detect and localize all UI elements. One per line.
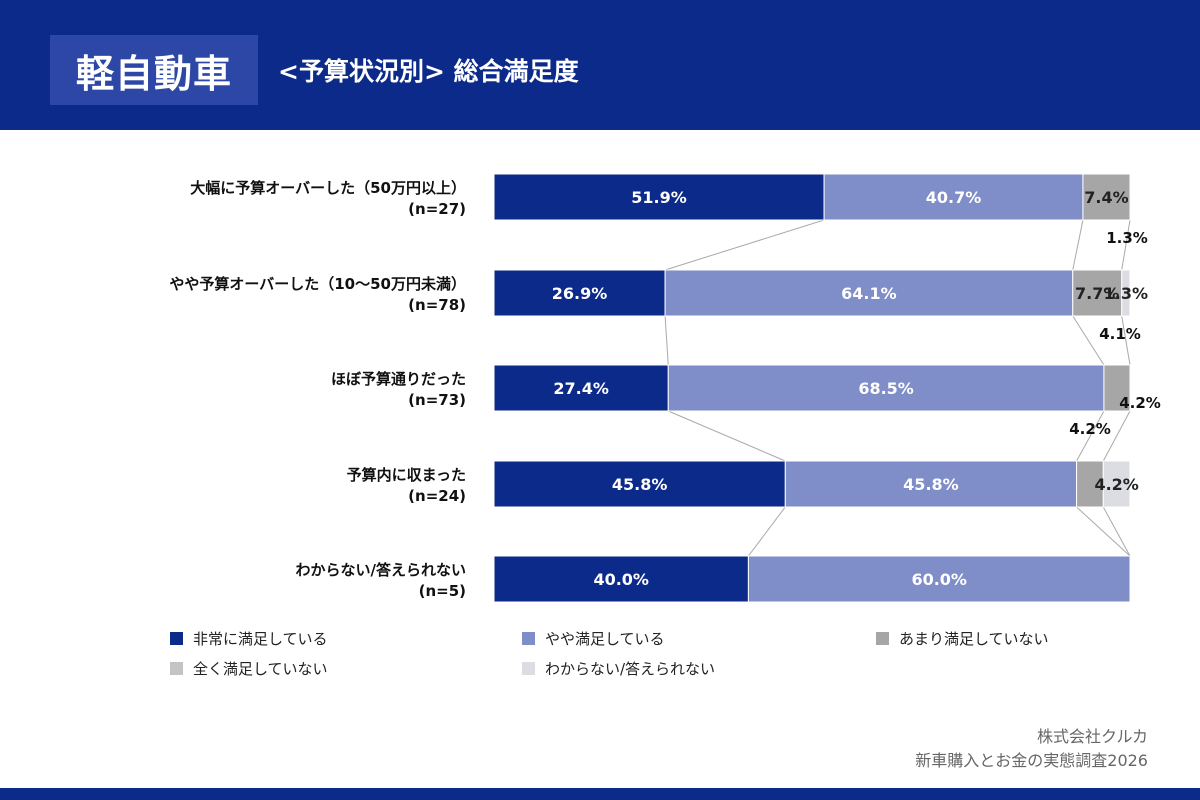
data-label: 45.8% xyxy=(612,475,668,494)
category-label: 大幅に予算オーバーした（50万円以上） xyxy=(190,179,466,197)
legend-item: やや満足している xyxy=(522,628,665,649)
category-label: わからない/答えられない xyxy=(296,561,466,579)
category-label: ほぼ予算通りだった xyxy=(331,370,466,388)
data-label: 4.2% xyxy=(1094,475,1138,494)
data-label: 7.4% xyxy=(1084,188,1128,207)
legend-label: やや満足している xyxy=(545,630,665,648)
data-label: 45.8% xyxy=(903,475,959,494)
bar-segment xyxy=(493,269,666,317)
bar-segment xyxy=(1103,364,1131,412)
legend-swatch xyxy=(522,662,535,675)
legend-item: 全く満足していない xyxy=(170,658,328,679)
callout-label: 4.2% xyxy=(1069,420,1111,438)
data-label: 64.1% xyxy=(841,284,897,303)
data-label: 60.0% xyxy=(911,570,967,589)
connector-line xyxy=(1102,506,1131,557)
connector-line xyxy=(664,219,825,271)
legend-item: わからない/答えられない xyxy=(522,658,715,679)
chart-panel: 51.9% 40.7% 7.4% 大幅に予算オーバーした（50万円以上） (n=27) 2… xyxy=(0,130,1200,788)
connector-line xyxy=(1121,219,1131,271)
data-label: 1.3% xyxy=(1104,284,1148,303)
connector-line xyxy=(1076,506,1131,557)
bar-segment xyxy=(1102,460,1131,508)
credit: 株式会社クルカ 新車購入とお金の実態調査2026 xyxy=(915,725,1148,773)
bar-segment xyxy=(664,269,1074,317)
category-n-label: (n=27) xyxy=(408,200,466,218)
data-label: 7.7% xyxy=(1075,284,1119,303)
category-n-label: (n=5) xyxy=(419,582,466,600)
stacked-bar-chart: 51.9% 40.7% 7.4% 大幅に予算オーバーした（50万円以上） (n=27) 2… xyxy=(169,173,1161,603)
bar-segment xyxy=(1121,269,1131,317)
category-n-label: (n=73) xyxy=(408,391,466,409)
callout-label: 4.1% xyxy=(1099,325,1141,343)
connector-line xyxy=(1102,410,1131,462)
data-label: 68.5% xyxy=(858,379,914,398)
bar-segment xyxy=(667,364,1105,412)
bar-segment xyxy=(823,173,1084,221)
connector-line xyxy=(1072,219,1084,271)
connector-line xyxy=(1076,410,1105,462)
legend-swatch xyxy=(876,632,889,645)
legend-label: あまり満足していない xyxy=(899,630,1049,648)
connector-line xyxy=(1121,315,1131,366)
callout-label: 1.3% xyxy=(1106,229,1148,247)
data-label: 27.4% xyxy=(553,379,609,398)
category-n-label: (n=24) xyxy=(408,487,466,505)
category-label: 予算内に収まった xyxy=(347,466,466,484)
credit-company: 株式会社クルカ xyxy=(1036,727,1148,746)
bar-segment xyxy=(493,173,825,221)
category-title: 軽自動車 xyxy=(75,51,232,96)
bar-segment xyxy=(1076,460,1104,508)
data-label: 40.7% xyxy=(926,188,982,207)
legend-item: 非常に満足している xyxy=(170,628,328,649)
bar-segment xyxy=(1082,173,1131,221)
legend-label: わからない/答えられない xyxy=(545,660,716,678)
connector-line xyxy=(1072,315,1105,366)
legend-swatch xyxy=(170,632,183,645)
legend-label: 全く満足していない xyxy=(193,660,328,678)
category-n-label: (n=78) xyxy=(408,296,466,314)
connector-line xyxy=(664,315,669,366)
legend-swatch xyxy=(522,632,535,645)
data-label: 51.9% xyxy=(631,188,687,207)
bar-segment xyxy=(747,555,1131,603)
bar-segment xyxy=(493,460,786,508)
callout-label: 4.2% xyxy=(1119,394,1161,412)
connector-line xyxy=(748,506,786,557)
data-label: 40.0% xyxy=(593,570,649,589)
legend-label: 非常に満足している xyxy=(193,630,328,648)
category-label: やや予算オーバーした（10〜50万円未満） xyxy=(169,275,466,293)
legend-item: あまり満足していない xyxy=(876,628,1049,649)
category-badge: 軽自動車 xyxy=(50,35,258,105)
legend-swatch xyxy=(170,662,183,675)
bar-segment xyxy=(784,460,1078,508)
credit-survey: 新車購入とお金の実態調査2026 xyxy=(915,751,1148,770)
connector-line xyxy=(668,410,786,462)
data-label: 26.9% xyxy=(552,284,608,303)
chart-title: <予算状況別> 総合満足度 xyxy=(278,57,579,86)
